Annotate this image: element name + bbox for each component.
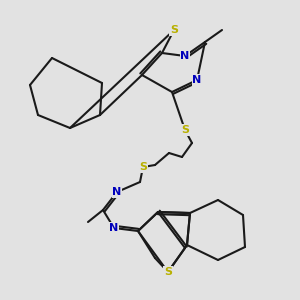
Text: S: S <box>164 267 172 277</box>
Text: S: S <box>170 25 178 35</box>
Text: N: N <box>192 75 202 85</box>
Text: S: S <box>181 125 189 135</box>
Text: S: S <box>139 162 147 172</box>
Text: N: N <box>112 187 122 197</box>
Text: S: S <box>139 162 147 172</box>
Text: S: S <box>164 267 172 277</box>
Text: S: S <box>170 25 178 35</box>
Text: N: N <box>180 51 190 61</box>
Text: S: S <box>181 125 189 135</box>
Text: N: N <box>110 223 118 233</box>
